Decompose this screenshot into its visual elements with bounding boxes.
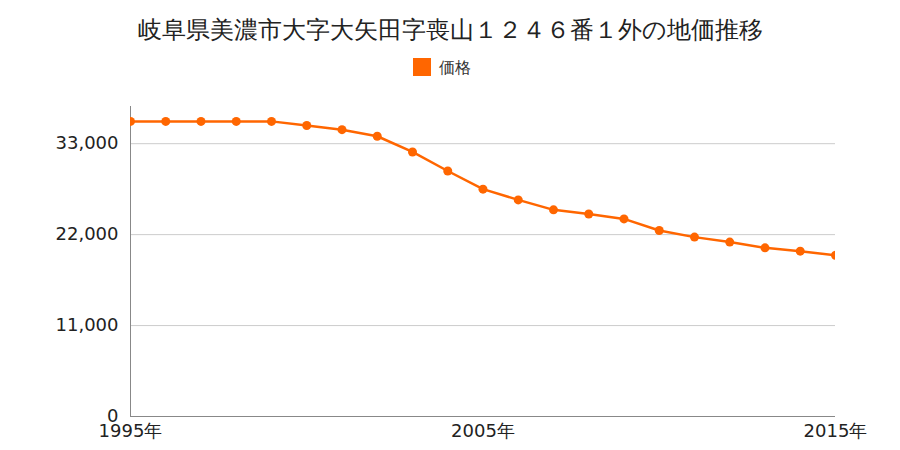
svg-text:2005年: 2005年	[451, 420, 515, 441]
svg-text:22,000: 22,000	[56, 223, 119, 244]
svg-text:11,000: 11,000	[56, 314, 119, 335]
html-text:価格: 価格	[439, 58, 471, 77]
svg-text:0: 0	[107, 405, 119, 427]
html-text:岐阜県美濃市大字大矢田字喪山１２４６番１外の地価推移: 岐阜県美濃市大字大矢田字喪山１２４６番１外の地価推移	[137, 16, 763, 44]
svg-text:33,000: 33,000	[56, 132, 119, 153]
svg-text:2015年: 2015年	[804, 420, 868, 441]
svg-text:1995年: 1995年	[99, 420, 163, 441]
